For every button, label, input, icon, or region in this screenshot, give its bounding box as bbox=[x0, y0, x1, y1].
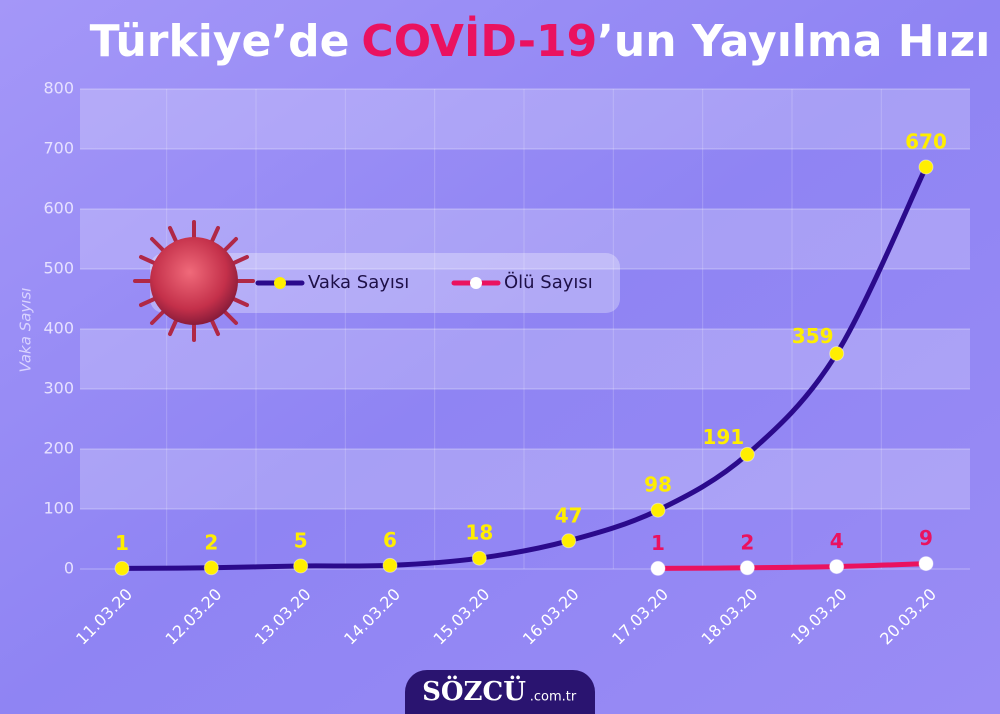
data-point bbox=[650, 560, 666, 576]
grid-band bbox=[80, 89, 970, 149]
data-point bbox=[829, 346, 845, 362]
y-tick-label: 700 bbox=[43, 139, 74, 158]
data-point bbox=[650, 502, 666, 518]
y-tick-label: 0 bbox=[64, 559, 74, 578]
title-part: Türkiye’de bbox=[90, 16, 350, 67]
data-point bbox=[203, 560, 219, 576]
data-label: 670 bbox=[905, 130, 947, 154]
data-point bbox=[739, 560, 755, 576]
y-tick-label: 500 bbox=[43, 259, 74, 278]
data-label: 359 bbox=[792, 324, 834, 348]
legend-label: Ölü Sayısı bbox=[504, 271, 593, 293]
series-line bbox=[655, 561, 929, 571]
legend: Vaka Sayısı Ölü Sayısı bbox=[133, 220, 620, 342]
legend-label: Vaka Sayısı bbox=[308, 272, 409, 293]
data-point bbox=[918, 556, 934, 572]
data-label: 2 bbox=[740, 530, 754, 554]
data-label: 98 bbox=[644, 473, 672, 497]
virus-illustration bbox=[133, 220, 255, 342]
title-highlight: COVİD-19 bbox=[361, 14, 597, 67]
legend-swatch-dot bbox=[274, 277, 286, 289]
series-line bbox=[119, 164, 929, 571]
data-label: 191 bbox=[702, 425, 744, 449]
data-label: 9 bbox=[919, 526, 933, 550]
y-tick-label: 600 bbox=[43, 199, 74, 218]
data-label: 18 bbox=[465, 521, 493, 545]
y-tick-label: 300 bbox=[43, 379, 74, 398]
data-label: 6 bbox=[383, 528, 397, 552]
data-point bbox=[739, 446, 755, 462]
grid-band bbox=[80, 449, 970, 509]
data-label: 47 bbox=[555, 503, 583, 527]
y-axis-label: Vaka Sayısı bbox=[17, 288, 35, 373]
chart-title: Türkiye’de COVİD-19’un Yayılma Hızı bbox=[90, 14, 991, 67]
footer-domain: .com.tr bbox=[530, 690, 577, 705]
y-tick-label: 200 bbox=[43, 439, 74, 458]
footer-pill bbox=[405, 670, 595, 714]
data-point bbox=[829, 559, 845, 575]
data-point bbox=[382, 557, 398, 573]
footer-brand: SÖZCÜ bbox=[422, 675, 526, 707]
title-part: ’un Yayılma Hızı bbox=[597, 16, 990, 67]
data-point bbox=[114, 560, 130, 576]
y-tick-label: 100 bbox=[43, 499, 74, 518]
data-label: 1 bbox=[115, 531, 129, 555]
legend-swatch-dot bbox=[470, 277, 482, 289]
legend-background bbox=[150, 253, 620, 313]
data-label: 2 bbox=[204, 530, 218, 554]
data-point bbox=[918, 159, 934, 175]
y-tick-label: 800 bbox=[43, 79, 74, 98]
data-point bbox=[293, 558, 309, 574]
data-point bbox=[471, 550, 487, 566]
data-label: 5 bbox=[294, 529, 308, 553]
data-label: 1 bbox=[651, 531, 665, 555]
data-label: 4 bbox=[830, 529, 844, 553]
data-point bbox=[561, 533, 577, 549]
y-tick-label: 400 bbox=[43, 319, 74, 338]
footer: SÖZCÜ .com.tr bbox=[405, 670, 595, 714]
